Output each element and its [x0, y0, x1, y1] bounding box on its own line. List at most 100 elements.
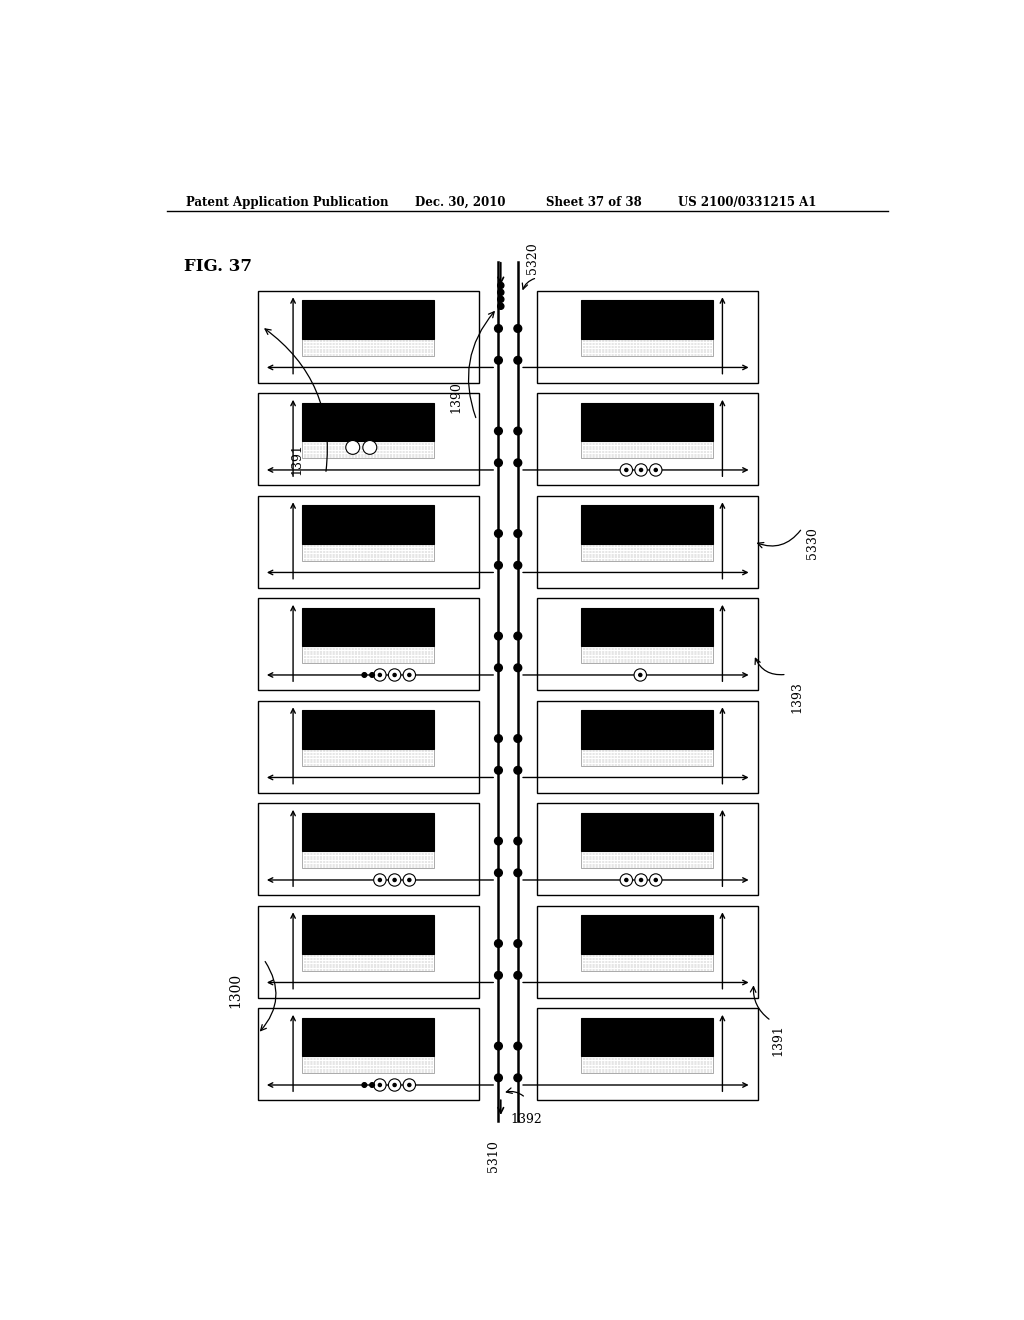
- Circle shape: [370, 673, 375, 677]
- Circle shape: [514, 1043, 521, 1049]
- Circle shape: [495, 529, 503, 537]
- Circle shape: [393, 1084, 396, 1086]
- Circle shape: [514, 664, 521, 672]
- Circle shape: [514, 735, 521, 742]
- Circle shape: [498, 282, 504, 289]
- Circle shape: [393, 878, 396, 882]
- Circle shape: [408, 673, 411, 677]
- Bar: [302, 1052, 434, 1073]
- Bar: [302, 539, 434, 561]
- Circle shape: [495, 325, 503, 333]
- Bar: [302, 334, 434, 355]
- Circle shape: [635, 874, 647, 886]
- Bar: [582, 915, 713, 953]
- Bar: [258, 598, 478, 690]
- Text: 1393: 1393: [791, 681, 804, 713]
- Circle shape: [378, 1084, 381, 1086]
- Bar: [582, 846, 713, 869]
- Circle shape: [408, 878, 411, 882]
- Circle shape: [393, 673, 396, 677]
- Bar: [302, 1018, 434, 1056]
- Circle shape: [654, 878, 657, 882]
- Circle shape: [495, 428, 503, 434]
- Circle shape: [495, 561, 503, 569]
- Circle shape: [514, 869, 521, 876]
- Circle shape: [621, 463, 633, 477]
- Circle shape: [621, 874, 633, 886]
- Bar: [582, 334, 713, 355]
- Circle shape: [388, 874, 400, 886]
- Circle shape: [495, 356, 503, 364]
- Text: 1391: 1391: [291, 442, 304, 475]
- Bar: [537, 598, 758, 690]
- Circle shape: [495, 735, 503, 742]
- Bar: [258, 393, 478, 486]
- Circle shape: [640, 469, 643, 471]
- Circle shape: [408, 1084, 411, 1086]
- Text: 5320: 5320: [525, 242, 539, 275]
- Circle shape: [498, 296, 504, 302]
- Bar: [537, 701, 758, 793]
- Text: 1300: 1300: [228, 973, 243, 1007]
- Bar: [582, 437, 713, 458]
- Circle shape: [388, 1078, 400, 1092]
- Bar: [258, 701, 478, 793]
- Bar: [302, 846, 434, 869]
- Text: 5330: 5330: [806, 528, 819, 560]
- Bar: [582, 300, 713, 338]
- Circle shape: [639, 673, 642, 677]
- Bar: [302, 813, 434, 851]
- Bar: [582, 607, 713, 645]
- Circle shape: [498, 289, 504, 296]
- Circle shape: [403, 1078, 416, 1092]
- Circle shape: [495, 940, 503, 948]
- Bar: [582, 539, 713, 561]
- Bar: [258, 290, 478, 383]
- Circle shape: [625, 878, 628, 882]
- Bar: [258, 803, 478, 895]
- Bar: [302, 437, 434, 458]
- Circle shape: [370, 1082, 375, 1088]
- Circle shape: [362, 441, 377, 454]
- Circle shape: [495, 972, 503, 979]
- Bar: [302, 506, 434, 544]
- Text: US 2100/0331215 A1: US 2100/0331215 A1: [678, 195, 816, 209]
- Bar: [258, 906, 478, 998]
- Circle shape: [654, 469, 657, 471]
- Bar: [537, 495, 758, 587]
- Bar: [302, 710, 434, 748]
- Circle shape: [495, 1074, 503, 1081]
- Circle shape: [498, 304, 504, 309]
- Bar: [582, 813, 713, 851]
- Circle shape: [403, 669, 416, 681]
- Circle shape: [649, 874, 662, 886]
- Circle shape: [625, 469, 628, 471]
- Circle shape: [514, 632, 521, 640]
- Bar: [302, 403, 434, 441]
- Bar: [582, 506, 713, 544]
- Circle shape: [495, 1043, 503, 1049]
- Bar: [582, 949, 713, 970]
- Bar: [258, 1008, 478, 1101]
- Text: 1392: 1392: [510, 1113, 542, 1126]
- Circle shape: [374, 874, 386, 886]
- Circle shape: [514, 972, 521, 979]
- Circle shape: [403, 874, 416, 886]
- Circle shape: [514, 428, 521, 434]
- Bar: [302, 607, 434, 645]
- Bar: [258, 495, 478, 587]
- Circle shape: [514, 837, 521, 845]
- Circle shape: [346, 441, 359, 454]
- Circle shape: [514, 356, 521, 364]
- Circle shape: [495, 664, 503, 672]
- Bar: [582, 710, 713, 748]
- Bar: [537, 1008, 758, 1101]
- Bar: [582, 403, 713, 441]
- Circle shape: [514, 767, 521, 774]
- Bar: [302, 744, 434, 766]
- Bar: [537, 290, 758, 383]
- Circle shape: [374, 669, 386, 681]
- Bar: [302, 300, 434, 338]
- Text: 5310: 5310: [486, 1140, 500, 1172]
- Circle shape: [362, 673, 367, 677]
